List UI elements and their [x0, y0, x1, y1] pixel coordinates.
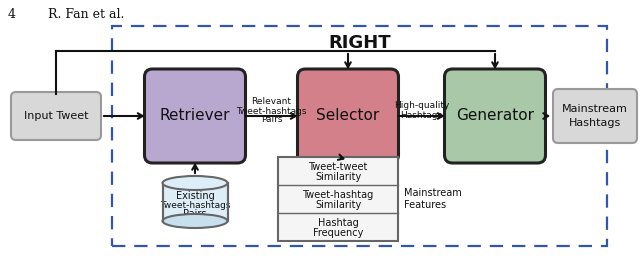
Text: Input Tweet: Input Tweet	[24, 111, 88, 121]
FancyBboxPatch shape	[145, 69, 246, 163]
Bar	[163, 183, 227, 221]
Text: Tweet-hashtags: Tweet-hashtags	[160, 200, 230, 210]
Text: High-quality: High-quality	[394, 101, 449, 111]
Text: Retriever: Retriever	[160, 109, 230, 124]
Ellipse shape	[163, 214, 227, 228]
Text: Similarity: Similarity	[315, 172, 361, 182]
Bar	[112, 26, 607, 246]
Text: Tweet-hashtags: Tweet-hashtags	[236, 106, 307, 116]
Text: Pairs: Pairs	[260, 116, 282, 125]
Text: RIGHT: RIGHT	[328, 34, 391, 52]
FancyBboxPatch shape	[553, 89, 637, 143]
Text: R. Fan et al.: R. Fan et al.	[48, 8, 124, 21]
FancyBboxPatch shape	[298, 69, 399, 163]
Text: Hashtags: Hashtags	[569, 118, 621, 128]
Text: Tweet-hashtag: Tweet-hashtag	[302, 190, 374, 200]
Text: 4: 4	[8, 8, 16, 21]
FancyBboxPatch shape	[11, 92, 101, 140]
Text: Frequency: Frequency	[313, 228, 363, 238]
Text: Tweet-tweet: Tweet-tweet	[308, 162, 368, 172]
Text: Existing: Existing	[175, 191, 214, 201]
Text: Similarity: Similarity	[315, 200, 361, 210]
Text: Relevant: Relevant	[252, 97, 291, 106]
Text: Hashtags: Hashtags	[401, 111, 443, 120]
Ellipse shape	[163, 176, 227, 190]
Text: Pairs: Pairs	[183, 209, 207, 219]
Text: Generator: Generator	[456, 109, 534, 124]
FancyBboxPatch shape	[445, 69, 545, 163]
Text: Mainstream: Mainstream	[562, 104, 628, 114]
Bar	[278, 157, 398, 241]
Text: Hashtag: Hashtag	[317, 218, 358, 228]
Text: Selector: Selector	[316, 109, 380, 124]
Text: Mainstream
Features: Mainstream Features	[404, 188, 461, 210]
